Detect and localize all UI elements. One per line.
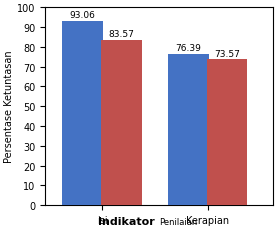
Y-axis label: Persentase Ketuntasan: Persentase Ketuntasan [4, 51, 14, 163]
Text: 93.06: 93.06 [70, 11, 96, 20]
Text: Indikator: Indikator [98, 216, 159, 226]
Text: 83.57: 83.57 [108, 30, 134, 39]
Bar [101, 41, 142, 205]
Bar [62, 22, 103, 205]
Text: 76.39: 76.39 [176, 44, 201, 53]
Bar [168, 55, 209, 205]
Bar [207, 60, 247, 205]
Text: 73.57: 73.57 [214, 50, 240, 59]
Text: Penilaian: Penilaian [159, 217, 197, 226]
